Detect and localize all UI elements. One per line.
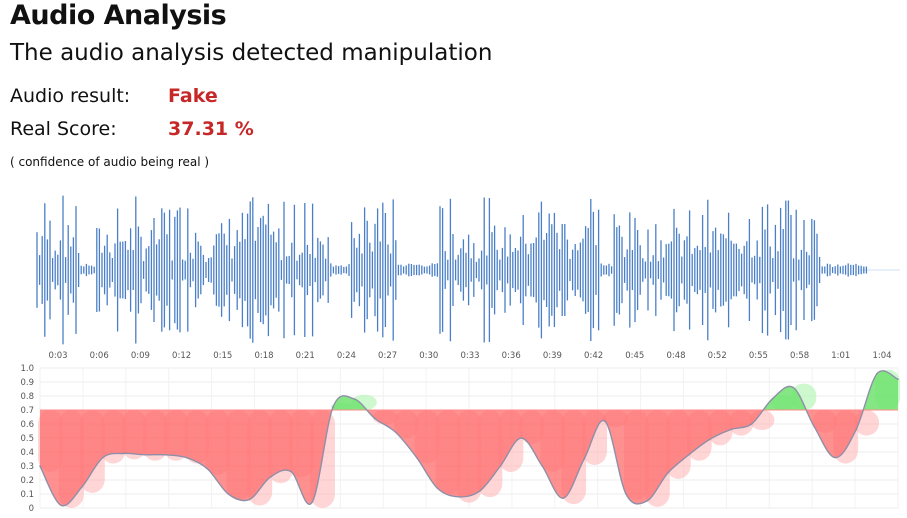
score-point [771, 398, 774, 400]
score-point [478, 490, 481, 492]
waveform-tick-label: 0:06 [90, 351, 109, 361]
y-tick-label: 0.7 [20, 406, 34, 416]
y-tick-label: 0.8 [20, 392, 34, 402]
score-point [583, 458, 585, 460]
page-title: Audio Analysis [10, 0, 227, 31]
waveform-tick-label: 0:33 [460, 351, 479, 361]
y-tick-label: 0.5 [20, 434, 34, 444]
score-point [101, 456, 104, 459]
score-point [164, 454, 167, 456]
score-point [185, 456, 188, 459]
fake-area [40, 410, 898, 506]
score-point [562, 497, 564, 499]
waveform-tick-label: 0:39 [543, 351, 562, 361]
score-point [436, 487, 439, 490]
waveform-tick-label: 0:18 [254, 351, 273, 361]
score-point [81, 486, 83, 488]
score-point [687, 454, 690, 456]
score-point [353, 398, 355, 400]
score-point [520, 437, 523, 439]
score-point [269, 476, 271, 478]
waveform-tick-label: 0:27 [378, 351, 397, 361]
waveform-tick-label: 0:48 [666, 351, 685, 361]
score-point [897, 378, 899, 380]
audio-result-value: Fake [168, 85, 218, 107]
waveform-tick-label: 0:42 [584, 351, 603, 361]
waveform-tick-label: 1:01 [831, 351, 850, 361]
score-point [667, 472, 669, 474]
score-point [855, 428, 857, 431]
score-point [499, 465, 502, 467]
score-point [750, 423, 753, 425]
score-point [415, 456, 418, 459]
score-point [813, 426, 816, 428]
score-point [708, 438, 711, 441]
audio-result-row: Audio result: Fake [10, 85, 218, 107]
score-point [39, 465, 41, 467]
waveform-tick-label: 0:58 [790, 351, 809, 361]
real-score-label: Real Score: [10, 118, 117, 140]
score-point [227, 493, 230, 495]
score-point [248, 498, 251, 501]
score-point [143, 454, 146, 456]
score-point [290, 470, 292, 473]
y-tick-label: 0.1 [20, 490, 34, 500]
y-tick-label: 0.2 [20, 476, 34, 486]
score-point [374, 417, 376, 420]
waveform-tick-label: 0:21 [296, 351, 315, 361]
y-tick-label: 0.3 [20, 462, 34, 472]
waveform-tick-label: 0:52 [708, 351, 727, 361]
score-point [206, 468, 209, 470]
score-point [792, 386, 795, 389]
waveform-tick-label: 0:30 [419, 351, 438, 361]
score-point [457, 496, 460, 498]
confidence-note: ( confidence of audio being real ) [10, 155, 210, 169]
score-point [646, 500, 648, 502]
waveform-tick-label: 0:09 [131, 351, 150, 361]
score-point [311, 501, 313, 504]
score-point [625, 493, 627, 495]
waveform-tick-label: 0:12 [172, 351, 191, 361]
score-point [729, 428, 732, 431]
waveform-tick-label: 1:04 [872, 351, 891, 361]
audio-result-label: Audio result: [10, 85, 131, 107]
y-tick-label: 0.4 [20, 448, 34, 458]
y-tick-label: 0.6 [20, 420, 34, 430]
waveform-tick-label: 0:24 [337, 351, 356, 361]
score-point [122, 452, 125, 455]
y-tick-label: 1.0 [20, 364, 34, 374]
waveform-tick-label: 0:03 [48, 351, 67, 361]
score-point [876, 372, 878, 375]
waveform-tick-label: 0:55 [749, 351, 768, 361]
score-point [394, 431, 397, 434]
waveform-tick-label: 0:15 [213, 351, 232, 361]
waveform-chart: 0:03 0:06 0:09 0:12 0:15 0:18 0:21 0:24 0:27 0:30… [36, 195, 900, 361]
score-point [541, 465, 544, 467]
score-point [60, 504, 62, 506]
analysis-subtitle: The audio analysis detected manipulation [10, 40, 493, 66]
score-chart: 0 0.1 0.2 0.3 0.4 0.5 0.6 0.7 0.8 0.9 1.0 [20, 364, 900, 514]
waveform-bars [36, 195, 868, 345]
real-score-row: Real Score: 37.31 % [10, 118, 254, 140]
score-point [332, 406, 334, 408]
score-point [834, 456, 837, 459]
waveform-tick-label: 0:45 [625, 351, 644, 361]
real-score-value: 37.31 % [168, 118, 254, 140]
y-tick-label: 0.9 [20, 378, 34, 388]
score-point [604, 420, 606, 422]
waveform-tick-label: 0:36 [502, 351, 521, 361]
y-tick-label: 0 [29, 504, 34, 514]
